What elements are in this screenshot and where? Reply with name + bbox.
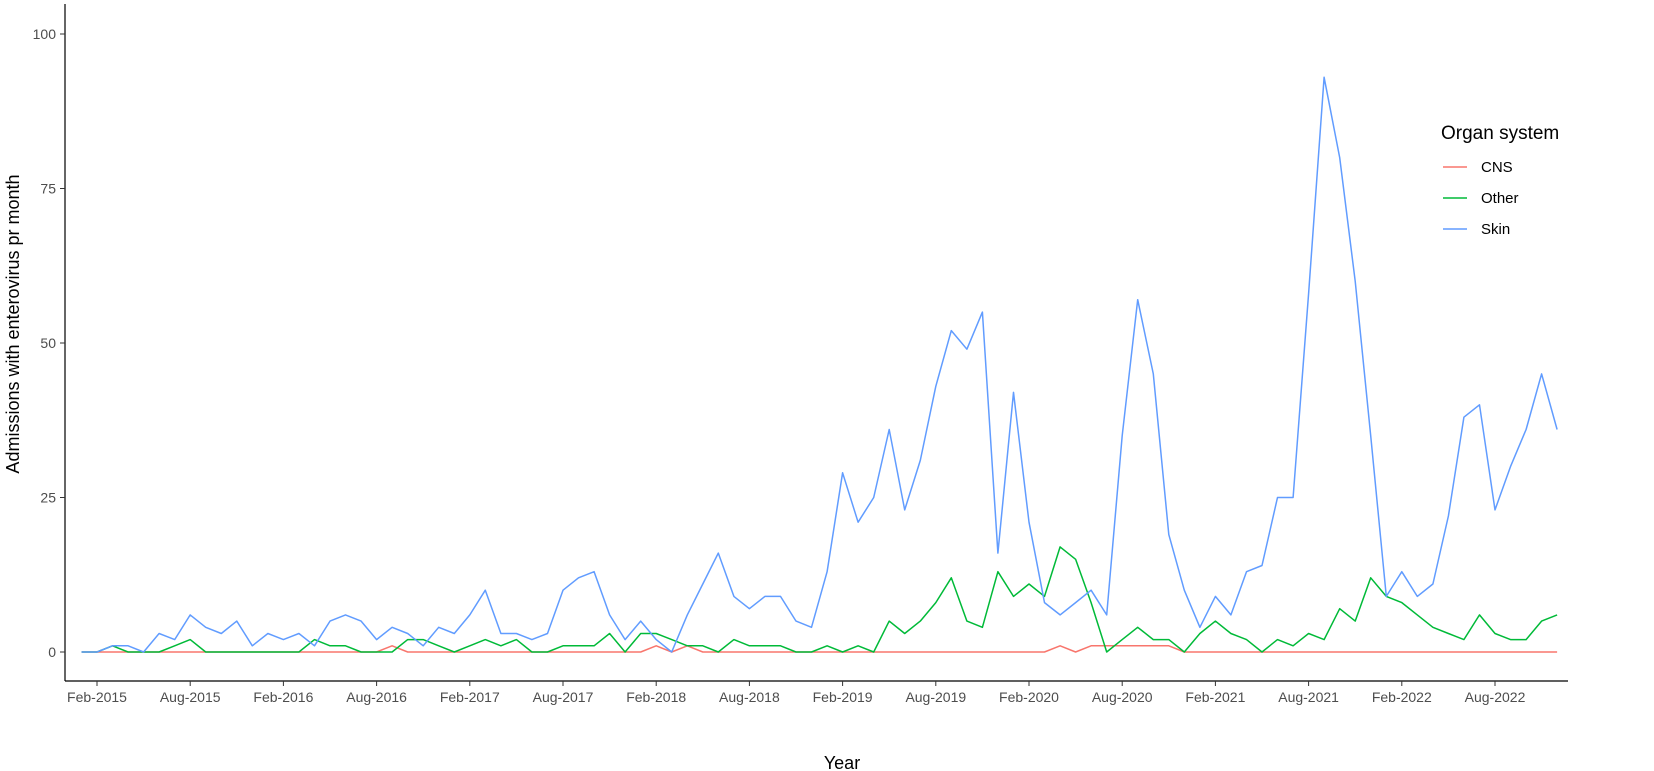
y-tick-label: 75 bbox=[40, 181, 56, 197]
x-tick-label: Aug-2017 bbox=[533, 689, 594, 705]
series-line-cns bbox=[81, 645, 1558, 653]
x-tick-label: Feb-2021 bbox=[1185, 689, 1245, 705]
y-tick-label: 25 bbox=[40, 490, 56, 506]
y-axis-title: Admissions with enterovirus pr month bbox=[3, 174, 23, 473]
x-tick-label: Feb-2020 bbox=[999, 689, 1059, 705]
x-tick-label: Aug-2019 bbox=[905, 689, 966, 705]
x-tick-label: Aug-2021 bbox=[1278, 689, 1339, 705]
legend-items: CNS Other Skin bbox=[1443, 159, 1519, 238]
x-tick-label: Aug-2016 bbox=[346, 689, 407, 705]
series-lines bbox=[81, 76, 1558, 653]
x-tick-label: Feb-2016 bbox=[253, 689, 313, 705]
x-tick-label: Feb-2018 bbox=[626, 689, 686, 705]
x-tick-label: Aug-2018 bbox=[719, 689, 780, 705]
x-tick-label: Aug-2015 bbox=[160, 689, 221, 705]
x-tick-label: Aug-2020 bbox=[1092, 689, 1153, 705]
x-tick-label: Feb-2022 bbox=[1372, 689, 1432, 705]
series-line-other bbox=[81, 546, 1558, 653]
y-axis-ticks: 0 25 50 75 100 bbox=[33, 26, 65, 660]
legend-label-cns: CNS bbox=[1481, 159, 1513, 176]
x-axis-title: Year bbox=[824, 753, 860, 771]
x-tick-label: Feb-2017 bbox=[440, 689, 500, 705]
legend-label-other: Other bbox=[1481, 190, 1519, 207]
legend: Organ system CNS Other Skin bbox=[1441, 123, 1559, 238]
y-tick-label: 50 bbox=[40, 335, 56, 351]
x-tick-label: Aug-2022 bbox=[1465, 689, 1526, 705]
legend-label-skin: Skin bbox=[1481, 221, 1510, 238]
y-tick-label: 0 bbox=[48, 644, 56, 660]
x-tick-label: Feb-2019 bbox=[813, 689, 873, 705]
x-axis-ticks: Feb-2015 Aug-2015 Feb-2016 Aug-2016 Feb-2017… bbox=[67, 681, 1526, 705]
legend-title: Organ system bbox=[1441, 123, 1559, 144]
series-line-skin bbox=[81, 76, 1558, 653]
y-tick-label: 100 bbox=[33, 26, 57, 42]
plot-area: 0 25 50 75 100 Feb-2015 Aug-2015 Feb-2016 Aug-2… bbox=[33, 4, 1568, 705]
x-tick-label: Feb-2015 bbox=[67, 689, 127, 705]
